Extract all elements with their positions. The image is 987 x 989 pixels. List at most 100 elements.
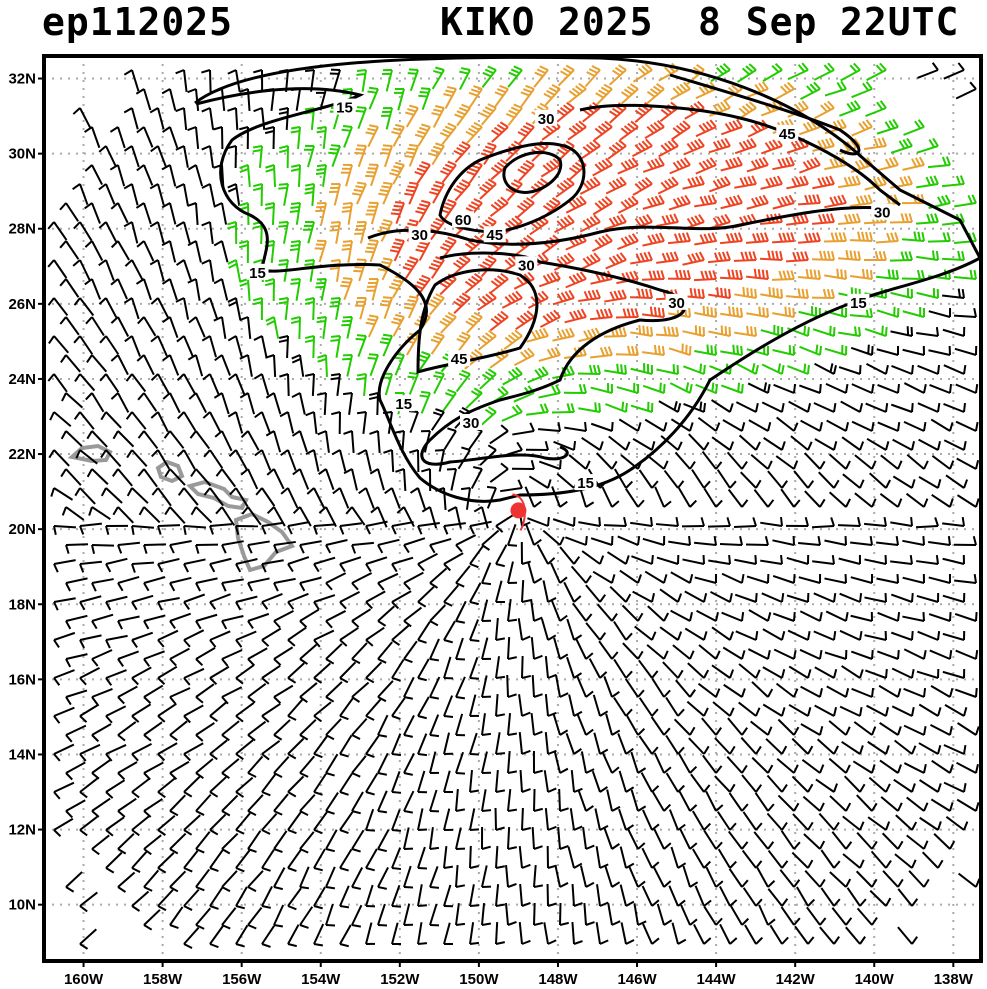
- wind-barb: [680, 904, 698, 926]
- wind-barb: [137, 430, 159, 450]
- wind-barb: [747, 648, 771, 660]
- wind-barb: [126, 449, 148, 468]
- wind-barb: [73, 221, 93, 242]
- lat-tick-label: 30N: [8, 146, 36, 163]
- lon-tick-label: 154W: [301, 971, 341, 988]
- wind-barb: [613, 697, 633, 717]
- wind-barb: [653, 752, 672, 774]
- wind-barb: [919, 816, 942, 831]
- wind-barb: [489, 196, 509, 218]
- wind-barb: [753, 831, 775, 850]
- wind-barb: [785, 517, 809, 527]
- wind-barb: [255, 487, 276, 507]
- wind-barb: [879, 759, 902, 774]
- wind-barb: [123, 183, 139, 206]
- wind-barb: [520, 541, 531, 565]
- wind-barb: [481, 529, 500, 551]
- wind-barb: [47, 221, 68, 241]
- wind-barb: [806, 906, 827, 926]
- wind-barb: [734, 175, 757, 189]
- wind-barb: [917, 62, 939, 79]
- wind-barb: [897, 926, 919, 945]
- wind-barb: [391, 922, 402, 945]
- wind-barb: [124, 259, 144, 280]
- wind-barb: [870, 850, 892, 869]
- wind-barb: [61, 392, 84, 409]
- wind-barb: [564, 308, 587, 324]
- wind-barb: [157, 815, 176, 836]
- wind-barb: [341, 240, 353, 263]
- wind-barb: [175, 183, 189, 206]
- contour-label-bg: [452, 211, 475, 228]
- wind-barb: [47, 297, 69, 317]
- wind-barb: [880, 796, 903, 812]
- wind-barb: [917, 402, 941, 413]
- wind-barb: [143, 798, 163, 818]
- wind-barb: [481, 675, 492, 698]
- wind-barb: [799, 648, 823, 660]
- wind-barb: [656, 251, 679, 264]
- wind-barb: [942, 592, 966, 603]
- wind-barb: [169, 870, 187, 893]
- wind-barb: [760, 516, 783, 527]
- wind-barb: [91, 797, 111, 818]
- wind-barb: [760, 286, 783, 299]
- wind-barb: [135, 278, 152, 301]
- wind-barb: [287, 556, 310, 573]
- wind-barb: [723, 683, 746, 698]
- wind-barb: [209, 523, 233, 535]
- wind-barb: [826, 419, 850, 432]
- wind-barb: [137, 316, 157, 337]
- wind-barb: [325, 643, 343, 665]
- wind-barb: [915, 213, 939, 225]
- wind-barb: [325, 753, 339, 777]
- wind-barb: [365, 884, 376, 908]
- wind-barb: [149, 183, 165, 206]
- wind-barb: [903, 724, 927, 736]
- wind-barb: [895, 814, 918, 831]
- wind-barb: [766, 812, 788, 831]
- wind-barb: [929, 649, 953, 660]
- wind-barb: [615, 345, 639, 356]
- wind-barb: [123, 69, 140, 92]
- wind-barb: [652, 791, 672, 812]
- wind-barb: [751, 681, 774, 698]
- wind-barb: [391, 771, 402, 794]
- wind-barb: [693, 270, 717, 282]
- wind-barb: [786, 175, 809, 190]
- wind-barb: [112, 506, 134, 524]
- wind-barb: [670, 609, 693, 622]
- wind-barb: [84, 126, 101, 149]
- wind-barb: [737, 63, 757, 83]
- wind-barb: [465, 387, 483, 409]
- wind-barb: [578, 402, 601, 413]
- wind-barb: [378, 181, 393, 205]
- wind-barb: [555, 675, 569, 698]
- wind-barb: [564, 421, 587, 432]
- wind-barb: [916, 668, 940, 679]
- wind-barb: [707, 517, 731, 528]
- wind-barb: [91, 613, 114, 630]
- wind-barb: [403, 790, 415, 814]
- wind-barb: [538, 384, 561, 399]
- wind-barb: [433, 371, 445, 395]
- wind-barb: [930, 418, 954, 432]
- wind-barb: [686, 700, 709, 717]
- wind-barb: [355, 106, 367, 129]
- wind-barb: [918, 438, 942, 451]
- wind-barb: [228, 449, 248, 470]
- wind-barb: [429, 714, 440, 738]
- wind-barb: [838, 213, 861, 226]
- wind-barb: [354, 144, 367, 168]
- wind-barb: [377, 790, 388, 814]
- wind-barb: [684, 627, 708, 641]
- wind-barb: [765, 738, 788, 755]
- wind-barb: [619, 884, 635, 907]
- wind-barb: [465, 311, 483, 334]
- wind-barb: [638, 469, 659, 489]
- wind-barb: [325, 572, 347, 591]
- wind-barb: [65, 614, 88, 630]
- wind-barb: [632, 138, 653, 158]
- contour-label-bg: [392, 395, 415, 412]
- wind-barb: [695, 119, 717, 138]
